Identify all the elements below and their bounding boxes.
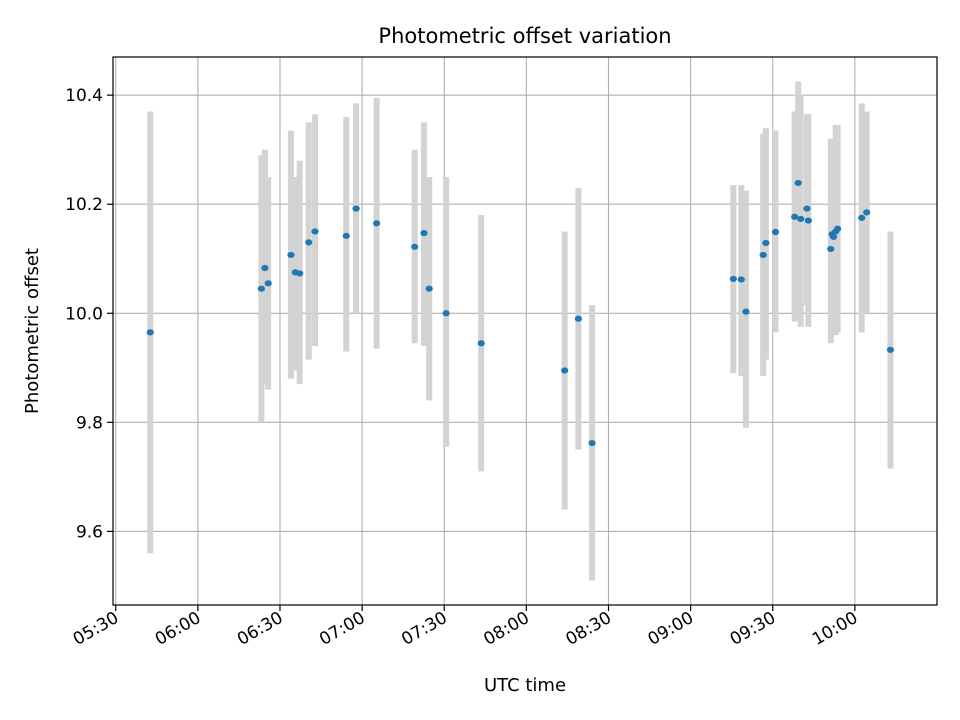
y-tick-label: 10.0 bbox=[65, 304, 103, 324]
data-point bbox=[886, 346, 895, 353]
data-point bbox=[759, 251, 767, 259]
data-point bbox=[574, 315, 582, 322]
data-point bbox=[373, 220, 381, 227]
data-point bbox=[804, 217, 812, 224]
data-point bbox=[296, 270, 304, 277]
y-tick-label: 10.4 bbox=[65, 86, 103, 106]
data-point bbox=[742, 308, 750, 315]
y-tick-label: 9.8 bbox=[76, 413, 103, 433]
data-point bbox=[146, 329, 154, 336]
data-point bbox=[829, 233, 838, 241]
data-point bbox=[588, 439, 596, 447]
data-point bbox=[420, 230, 428, 237]
data-point bbox=[834, 225, 842, 232]
data-point bbox=[257, 285, 265, 292]
data-point bbox=[305, 239, 313, 246]
data-point bbox=[863, 209, 871, 216]
y-tick-label: 9.6 bbox=[76, 522, 103, 542]
x-axis-label: UTC time bbox=[484, 675, 566, 696]
data-point bbox=[287, 251, 295, 259]
data-point bbox=[737, 276, 745, 283]
data-point bbox=[311, 228, 319, 235]
data-point bbox=[264, 280, 272, 287]
data-point bbox=[803, 205, 811, 212]
data-point bbox=[771, 228, 780, 236]
data-point bbox=[794, 179, 802, 187]
data-point bbox=[827, 245, 835, 253]
data-point bbox=[477, 340, 485, 347]
data-point bbox=[797, 215, 805, 223]
data-point bbox=[261, 264, 269, 272]
y-axis-label: Photometric offset bbox=[22, 248, 43, 414]
chart-title: Photometric offset variation bbox=[378, 24, 671, 48]
data-point bbox=[729, 275, 737, 283]
data-point bbox=[352, 205, 360, 212]
data-point bbox=[425, 285, 433, 292]
data-point bbox=[762, 239, 770, 247]
data-point bbox=[442, 310, 450, 317]
plot-frame bbox=[112, 56, 938, 606]
y-axis-ticks: 9.6 9.8 10.0 10.2 10.4 bbox=[65, 86, 113, 542]
data-point bbox=[342, 232, 350, 239]
data-point bbox=[858, 214, 866, 221]
data-point bbox=[791, 213, 799, 220]
y-tick-label: 10.2 bbox=[65, 195, 103, 215]
data-point bbox=[411, 243, 419, 250]
data-points bbox=[146, 179, 895, 447]
data-point bbox=[561, 367, 569, 374]
